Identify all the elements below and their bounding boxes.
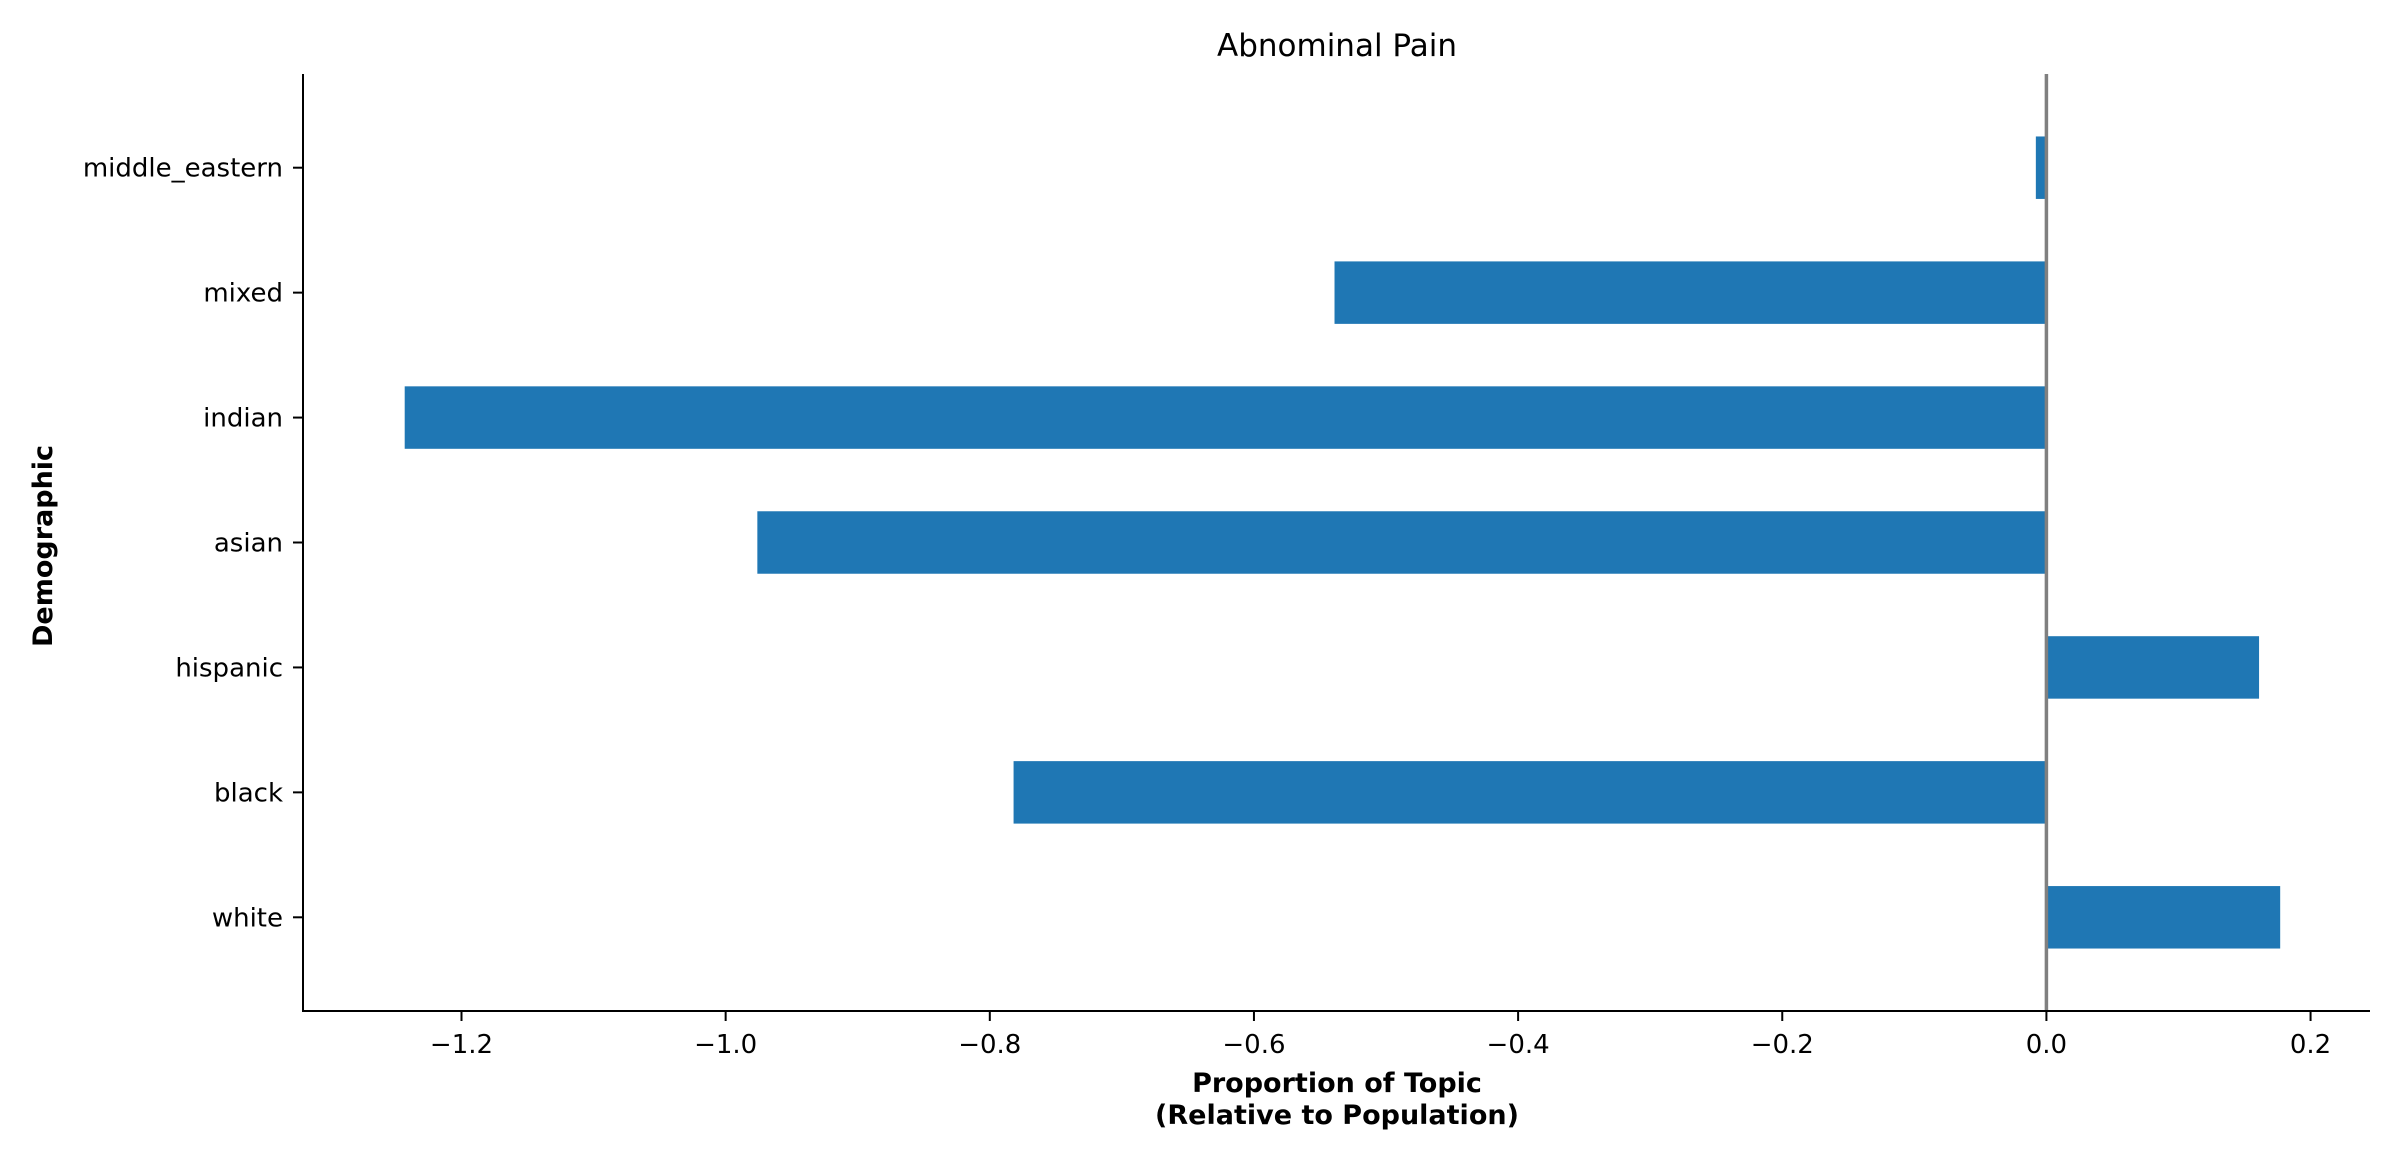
bars-group (404, 136, 2281, 949)
chart-title: Abnominal Pain (1217, 28, 1457, 64)
x-axis-label-line1: Proportion of Topic (1192, 1068, 1482, 1099)
x-tick-label: −0.4 (1487, 1030, 1550, 1060)
x-tick-label: −1.2 (430, 1030, 493, 1060)
bar-middle-eastern (2035, 136, 2047, 199)
y-tick-label: white (212, 903, 283, 933)
bar-mixed (1334, 261, 2047, 324)
x-tick-label: −0.8 (958, 1030, 1021, 1060)
y-tick-label: indian (203, 404, 283, 434)
x-tick-label: −1.0 (694, 1030, 757, 1060)
bar-hispanic (2046, 636, 2260, 699)
y-tick-label: middle_eastern (83, 154, 283, 184)
x-tick-label: 0.0 (2026, 1030, 2067, 1060)
y-tick-label: asian (214, 529, 283, 559)
y-tick-label: hispanic (175, 653, 283, 683)
x-axis-label-line2: (Relative to Population) (1155, 1100, 1519, 1131)
y-axis-ticks: white black hispanic asian indian mixed middle… (83, 154, 303, 933)
bar-black (1013, 761, 2047, 824)
y-tick-label: mixed (203, 279, 283, 309)
bar-asian (757, 511, 2047, 574)
bar-white (2046, 886, 2281, 949)
x-tick-label: 0.2 (2290, 1030, 2331, 1060)
x-tick-label: −0.2 (1751, 1030, 1814, 1060)
x-axis-ticks: −1.2 −1.0 −0.8 −0.6 −0.4 −0.2 0.0 0.2 (430, 1011, 2331, 1060)
y-tick-label: black (214, 778, 283, 808)
bar-indian (404, 386, 2047, 449)
y-axis-label: Demographic (28, 445, 59, 647)
x-tick-label: −0.6 (1222, 1030, 1285, 1060)
